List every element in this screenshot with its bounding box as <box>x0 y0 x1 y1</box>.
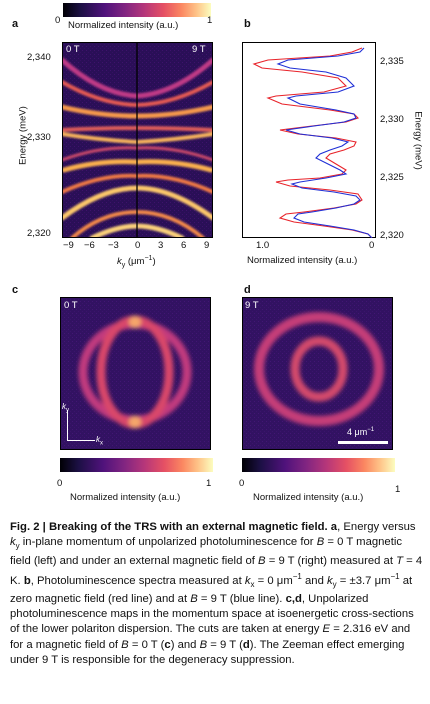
caption-title: Fig. 2 | Breaking of the TRS with an ext… <box>10 521 328 533</box>
panel-d-scalebar <box>338 441 388 444</box>
nine-tesla-spectrum-line <box>276 47 373 238</box>
panel-a-colorbar-max: 1 <box>207 15 213 26</box>
panel-c-colorbar-label: Normalized intensity (a.u.) <box>70 492 181 503</box>
zero-field-spectrum-line <box>252 47 373 238</box>
panel-b-letter: b <box>244 18 251 30</box>
panel-c-colorbar <box>60 458 213 472</box>
panel-b-ytick: 2,325 <box>380 172 404 183</box>
panel-a-xtick: −6 <box>84 240 95 251</box>
panel-d-colorbar-min: 0 <box>239 478 245 489</box>
panel-a-xtick: 9 <box>204 240 210 251</box>
panel-a-ytick: 2,340 <box>27 52 51 63</box>
panel-d-scalebar-label: 4 μm−1 <box>347 427 375 437</box>
figure-caption: Fig. 2 | Breaking of the TRS with an ext… <box>10 521 423 666</box>
panel-d-colorbar <box>242 458 395 472</box>
panel-b-ytick: 2,330 <box>380 114 404 125</box>
panel-b-xtick: 1.0 <box>256 240 270 251</box>
panel-b-ytick: 2,320 <box>380 230 404 241</box>
panel-c-colorbar-min: 0 <box>57 478 63 489</box>
panel-a-left-tag: 0 T <box>66 44 80 55</box>
panel-c-kx-arrow <box>67 440 95 441</box>
panel-d-momentum-map <box>242 297 393 450</box>
panel-b-ylabel: Energy (meV) <box>412 111 424 170</box>
panel-d-colorbar-label: Normalized intensity (a.u.) <box>253 492 364 503</box>
panel-d-colorbar-max: 1 <box>395 484 401 495</box>
panel-d-tag: 9 T <box>245 300 259 311</box>
panel-a-right-tag: 9 T <box>192 44 206 55</box>
panel-c-letter: c <box>12 284 19 296</box>
panel-d-letter: d <box>244 284 251 296</box>
panel-a-colorbar <box>63 3 211 17</box>
panel-a-xtick: 0 <box>135 240 141 251</box>
panel-a-xtick: −9 <box>63 240 74 251</box>
panel-c-momentum-map <box>60 297 211 450</box>
panel-a-ytick: 2,320 <box>27 228 51 239</box>
panel-c-kx-label: kx <box>96 435 103 447</box>
panel-b-ytick: 2,335 <box>380 56 404 67</box>
panel-a-xtick: 3 <box>158 240 164 251</box>
panel-b-xtick: 0 <box>369 240 375 251</box>
panel-c-colorbar-max: 1 <box>206 478 212 489</box>
panel-a-colorbar-min: 0 <box>55 15 61 26</box>
panel-a-dispersion-map <box>62 42 213 238</box>
panel-a-xtick: −3 <box>108 240 119 251</box>
panel-c-tag: 0 T <box>64 300 78 311</box>
panel-a-letter: a <box>12 18 19 30</box>
panel-c-ky-label: ky <box>62 402 69 414</box>
panel-c-ky-arrow <box>67 410 68 440</box>
panel-b-spectra-plot <box>242 42 376 238</box>
panel-a-colorbar-label: Normalized intensity (a.u.) <box>68 20 179 31</box>
panel-b-xlabel: Normalized intensity (a.u.) <box>247 255 358 266</box>
panel-a-xtick: 6 <box>181 240 187 251</box>
panel-a-ytick: 2,330 <box>27 132 51 143</box>
panel-a-xlabel: ky (μm−1) <box>117 255 156 270</box>
